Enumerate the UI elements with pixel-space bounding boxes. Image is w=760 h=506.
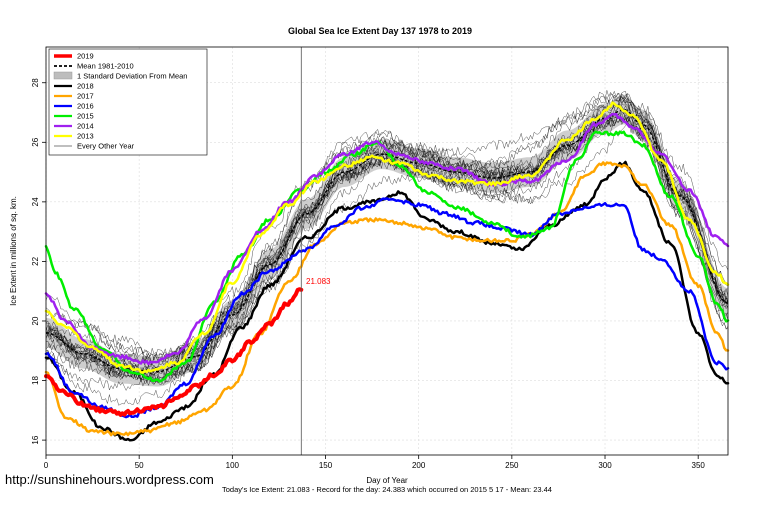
x-tick-label: 350 [692, 461, 706, 470]
legend-label: 2014 [77, 122, 94, 131]
other-year-line [45, 112, 729, 381]
series-line-2014 [44, 112, 730, 366]
legend-label: Mean 1981-2010 [77, 62, 134, 71]
series-line-2013 [44, 101, 730, 374]
x-tick-label: 150 [319, 461, 333, 470]
series-lines [44, 47, 730, 455]
legend-label: 2013 [77, 132, 94, 141]
other-year-line [45, 114, 729, 385]
mean-line [45, 108, 729, 373]
legend-label: Every Other Year [77, 142, 135, 151]
y-tick-label: 18 [31, 376, 40, 385]
y-axis-label: Ice Extent in millions of sq. km. [9, 196, 18, 306]
legend-label: 2016 [77, 102, 94, 111]
series-line-2018 [44, 160, 730, 442]
plot-frame [45, 46, 729, 456]
y-tick-label: 20 [31, 316, 40, 325]
y-tick-label: 16 [31, 435, 40, 444]
y-tick-label: 26 [31, 137, 40, 146]
y-tick-label: 22 [31, 256, 40, 265]
x-tick-label: 300 [598, 461, 612, 470]
other-year-line [45, 117, 729, 383]
chart-title: Global Sea Ice Extent Day 137 1978 to 20… [288, 26, 472, 36]
x-axis-label: Day of Year [366, 476, 408, 485]
other-year-line [45, 91, 729, 363]
current-value-label: 21.083 [306, 277, 331, 286]
series-line-2017 [44, 161, 730, 437]
legend-label: 1 Standard Deviation From Mean [77, 72, 187, 81]
y-tick-label: 24 [31, 197, 40, 206]
series-line-2019 [44, 287, 304, 417]
other-year-line [45, 90, 729, 358]
x-tick-label: 200 [412, 461, 426, 470]
watermark-url: http://sunshinehours.wordpress.com [5, 472, 214, 487]
x-tick-label: 100 [226, 461, 240, 470]
footer-text: Today's Ice Extent: 21.083 - Record for … [222, 485, 552, 494]
legend-label: 2017 [77, 92, 94, 101]
legend-box [48, 48, 208, 156]
legend-swatch [53, 71, 73, 80]
x-tick-label: 50 [135, 461, 144, 470]
other-year-line [45, 95, 729, 363]
axis-ticks: 0 50 100 150 200 250 300 350 16 18 20 22 24 26 28 [31, 78, 705, 470]
y-tick-label: 28 [31, 78, 40, 87]
x-tick-label: 250 [505, 461, 519, 470]
legend-label: 2015 [77, 112, 94, 121]
legend-label: 2018 [77, 82, 94, 91]
x-tick-label: 0 [44, 461, 49, 470]
other-year-line [45, 93, 729, 368]
legend-label: 2019 [77, 52, 94, 61]
